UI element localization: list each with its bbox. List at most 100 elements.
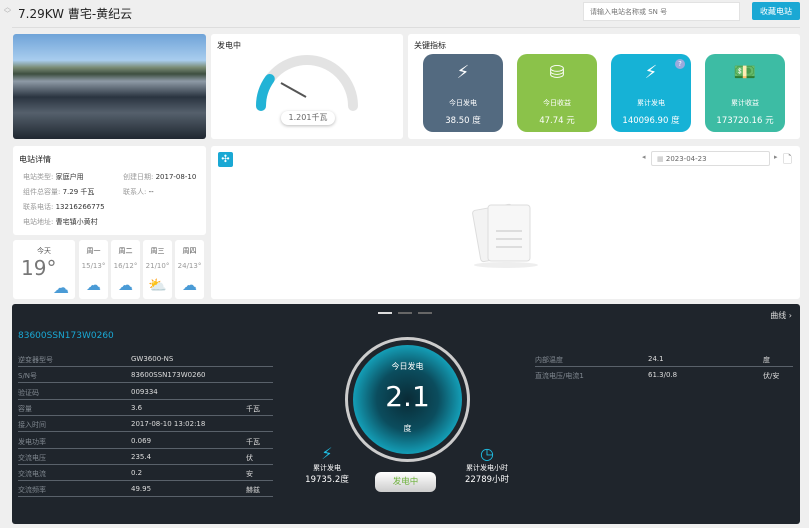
curve-link[interactable]: 曲线 › — [770, 311, 792, 320]
inverter-sn-title: 83600SSN173W0260 — [18, 331, 114, 341]
chart-card: ✣ ◂ ▦ 2023-04-23 ▸ 🗋 — [211, 146, 800, 299]
row-key: 直流电压/电流1 — [535, 372, 584, 380]
total-hours-label: 累计发电小时 — [466, 464, 508, 472]
label: 创建日期: — [123, 173, 154, 181]
row-key: 交流电压 — [18, 453, 46, 462]
metric-label: 今日发电 — [449, 99, 477, 107]
row-key: S/N号 — [18, 372, 38, 381]
row-value: 83600SSN173W0260 — [131, 371, 206, 380]
label: 联系电话: — [23, 203, 54, 211]
metric-value: 38.50 度 — [445, 116, 481, 126]
station-details-card: 电站详情 电站类型: 家庭户用 创建日期: 2017-08-10 组件总容量: … — [13, 146, 206, 235]
clock-icon: ◷ — [480, 444, 494, 463]
day-temp: 15/13° — [81, 262, 106, 270]
day-temp: 24/13° — [177, 262, 202, 270]
prev-date-arrow[interactable]: ◂ — [642, 153, 646, 161]
metric-card[interactable]: 💵 累计收益 173720.16 元 — [705, 54, 785, 132]
search-input[interactable] — [583, 2, 740, 21]
inverter-row: 容量 3.6 千瓦 — [18, 401, 273, 416]
row-key: 内部温度 — [535, 356, 563, 364]
carousel-dot[interactable] — [398, 312, 412, 314]
inverter-row: 内部温度 24.1 度 — [535, 352, 793, 367]
inverter-row: 逆变器型号 GW3600-NS — [18, 352, 273, 367]
row-unit: 安 — [246, 470, 253, 479]
row-unit: 千瓦 — [246, 437, 260, 446]
day-temp: 21/10° — [145, 262, 170, 270]
today-label: 今日发电 — [391, 362, 424, 371]
capacity: 7.29 千瓦 — [62, 188, 95, 196]
weather-day: 周二 16/12° ☁ — [111, 240, 140, 299]
label: 组件总容量: — [23, 188, 61, 196]
total-hours-value: 22789小时 — [464, 475, 510, 485]
clouds-icon: ☁ — [182, 276, 197, 294]
next-date-arrow[interactable]: ▸ — [774, 153, 778, 161]
day-label: 周二 — [118, 247, 133, 255]
row-key: 发电功率 — [18, 437, 46, 446]
metric-card[interactable]: ⚡ ? 累计发电 140096.90 度 — [611, 54, 691, 132]
address: 曹宅镇小黄村 — [55, 218, 98, 226]
row-unit: 赫兹 — [246, 486, 260, 495]
inverter-row: 直流电压/电流1 61.3/0.8 伏/安 — [535, 368, 793, 383]
coins-icon: ⛁ — [549, 62, 565, 83]
key-metrics-title: 关键指标 — [414, 41, 446, 50]
row-unit: 千瓦 — [246, 404, 260, 413]
collapse-toggle-icon[interactable]: ︿ ﹀ — [4, 3, 11, 18]
lightning-icon: ⚡ — [456, 62, 470, 83]
carousel-dot[interactable] — [418, 312, 432, 314]
station-details-title: 电站详情 — [19, 155, 51, 164]
page-title: 7.29KW 曹宅-黄纪云 — [18, 7, 133, 21]
expand-button[interactable]: ✣ — [218, 152, 233, 167]
help-icon[interactable]: ? — [675, 59, 685, 69]
row-unit: 伏 — [246, 453, 253, 462]
label: 电站类型: — [23, 173, 54, 181]
empty-data-icon — [472, 203, 538, 268]
weather-day: 周三 21/10° ⛅ — [143, 240, 172, 299]
today-temp: 19° — [21, 256, 57, 280]
gauge-fill — [256, 73, 275, 111]
inverter-row: 交流电流 0.2 安 — [18, 466, 273, 482]
row-unit: 伏/安 — [763, 372, 780, 380]
row-value: 0.069 — [131, 436, 152, 445]
station-photo — [13, 34, 206, 139]
metric-card[interactable]: ⛁ 今日收益 47.74 元 — [517, 54, 597, 132]
favorite-button[interactable]: 收藏电站 — [752, 2, 800, 20]
row-key: 接入时间 — [18, 421, 46, 430]
carousel-dot-active[interactable] — [378, 312, 392, 314]
status-badge: 发电中 — [375, 472, 436, 492]
metric-card[interactable]: ⚡ 今日发电 38.50 度 — [423, 54, 503, 132]
row-key: 交流电流 — [18, 470, 46, 479]
created-date: 2017-08-10 — [155, 173, 197, 181]
metric-value: 47.74 元 — [539, 116, 575, 126]
inverter-row: S/N号 83600SSN173W0260 — [18, 368, 273, 384]
metric-label: 今日收益 — [543, 99, 571, 107]
row-key: 交流频率 — [18, 486, 46, 495]
metric-label: 累计发电 — [637, 99, 665, 107]
total-gen-value: 19735.2度 — [305, 475, 349, 485]
cloud-icon: ☁ — [118, 276, 133, 294]
inverter-row: 发电功率 0.069 千瓦 — [18, 434, 273, 449]
day-temp: 16/12° — [113, 262, 138, 270]
sun-cloud-icon: ⛅ — [148, 276, 167, 294]
row-value: 49.95 — [131, 485, 152, 494]
calendar-icon: ▦ — [657, 155, 664, 163]
lightning-icon: ⚡ — [321, 444, 333, 463]
row-value: 009334 — [131, 387, 158, 396]
lightning-icon: ⚡ — [644, 62, 658, 83]
row-key: 验证码 — [18, 388, 39, 397]
weather-day: 周一 15/13° ☁ — [79, 240, 108, 299]
row-value: 0.2 — [131, 469, 143, 478]
row-value: 24.1 — [648, 355, 664, 363]
power-gauge-card: 发电中 1.201千瓦 — [211, 34, 403, 139]
label: 电站地址: — [23, 218, 54, 226]
station-type: 家庭户用 — [55, 173, 84, 181]
inverter-row: 接入时间 2017-08-10 13:02:18 — [18, 417, 273, 433]
day-label: 周四 — [182, 247, 197, 255]
day-label: 周一 — [86, 247, 101, 255]
day-label: 周三 — [150, 247, 165, 255]
inverter-row: 交流频率 49.95 赫兹 — [18, 482, 273, 498]
total-gen-label: 累计发电 — [313, 464, 341, 472]
date-value: 2023-04-23 — [665, 155, 707, 163]
date-picker[interactable]: ▦ 2023-04-23 — [651, 151, 770, 166]
export-file-icon[interactable]: 🗋 — [783, 153, 792, 166]
row-key: 逆变器型号 — [18, 356, 53, 364]
